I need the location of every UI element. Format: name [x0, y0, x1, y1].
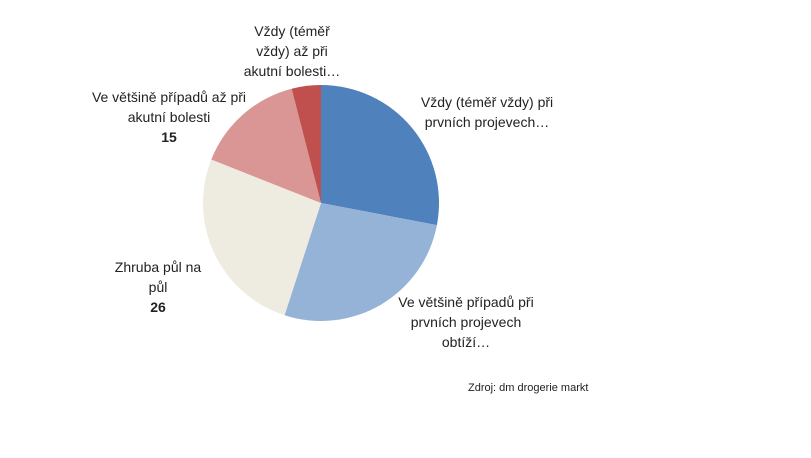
slice-label: Zhruba půl na půl 26: [104, 257, 212, 317]
category-label: Vždy (téměř vždy) při prvních projevech…: [420, 94, 554, 130]
pie-slice: [321, 85, 439, 226]
category-label: Ve většině případů při prvních projevech…: [398, 294, 534, 350]
pie-slice: [211, 88, 321, 203]
category-label: Zhruba půl na půl: [114, 259, 202, 295]
category-label: Vždy (téměř vždy) až při akutní bolesti…: [243, 23, 341, 79]
value-label: 15: [161, 129, 177, 145]
source-note: Zdroj: dm drogerie markt: [468, 382, 589, 394]
pie-slice: [284, 203, 437, 321]
category-label: Ve většině případů až při akutní bolesti: [91, 89, 247, 125]
slice-label: Ve většině případů při prvních projevech…: [386, 292, 546, 352]
pie-slice: [291, 85, 321, 203]
slice-label: Vždy (téměř vždy) až při akutní bolesti…: [241, 21, 343, 81]
slice-label: Vždy (téměř vždy) při prvních projevech…: [407, 92, 567, 132]
pie-slice: [203, 159, 321, 316]
slice-label: Ve většině případů až při akutní bolesti…: [87, 87, 252, 147]
value-label: 26: [150, 299, 166, 315]
